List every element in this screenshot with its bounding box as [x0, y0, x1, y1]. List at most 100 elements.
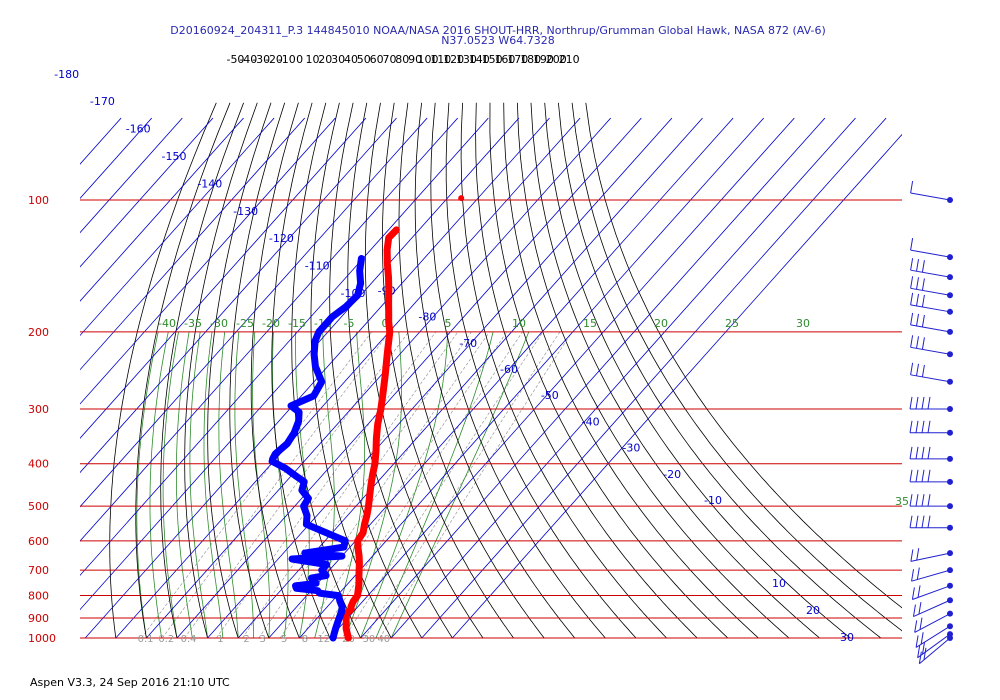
wind-barb-feather — [916, 567, 920, 580]
dry-adiabat-line — [364, 102, 484, 639]
mixing-ratio-label: 30 — [363, 634, 376, 645]
wind-barb-feather — [920, 632, 924, 645]
wind-barb-staff — [912, 585, 951, 600]
isotherm-line — [299, 117, 765, 639]
pressure-tick-label: 900 — [28, 612, 49, 625]
pressure-tick-label: 500 — [28, 500, 49, 513]
wind-barb-feather — [918, 601, 922, 615]
mixing-ratio-line — [319, 331, 523, 639]
adiabat-label: 0 — [382, 317, 389, 330]
isotherm-label: -50 — [541, 389, 559, 402]
top-temperature-tick-label: 160 — [494, 53, 515, 66]
mixing-ratio-label: 0.4 — [181, 634, 197, 645]
wind-barb-feather — [909, 446, 913, 459]
isotherm-label: -170 — [90, 95, 115, 108]
wind-barb-feather — [921, 446, 925, 459]
adiabat-label: 25 — [725, 317, 739, 330]
dry-adiabat-line — [184, 102, 258, 639]
pressure-tick-label: 400 — [28, 458, 49, 471]
isotherm-line — [80, 117, 489, 576]
dry-adiabat-line — [503, 102, 759, 639]
isotherm-line — [80, 117, 336, 405]
dry-adiabat-line — [229, 102, 286, 639]
wind-barb-feather — [927, 446, 931, 459]
wind-barb-feather — [916, 363, 920, 376]
top-temperature-tick-label: 110 — [430, 53, 451, 66]
top-temperature-tick-label: 150 — [482, 53, 503, 66]
pressure-tick-label: 100 — [28, 194, 49, 207]
isotherm-label: 30 — [840, 631, 854, 644]
isotherm-line — [80, 117, 520, 611]
moist-adiabat-line — [375, 331, 494, 639]
wind-barb-feather — [921, 515, 925, 528]
wind-barb-feather — [921, 260, 925, 273]
top-temperature-tick-label: 170 — [507, 53, 528, 66]
wind-barb-feather — [910, 180, 914, 194]
isotherm-line — [80, 117, 397, 474]
isotherm-line — [80, 117, 153, 199]
isotherm-label: 10 — [772, 577, 786, 590]
adiabat-label: -5 — [344, 317, 355, 330]
wind-barb-feather — [923, 647, 927, 660]
adiabat-label: 35 — [895, 495, 909, 508]
top-temperature-tick-label: 210 — [559, 53, 580, 66]
dry-adiabat-line — [347, 102, 453, 639]
top-temperature-tick-label: 60 — [370, 53, 384, 66]
wind-barb-feather — [911, 587, 915, 600]
wind-barb-feather — [921, 420, 925, 433]
wind-barb-staff — [910, 192, 951, 201]
wind-barb-feather — [909, 420, 913, 433]
pressure-tick-label: 600 — [28, 535, 49, 548]
wind-barb-feather — [916, 293, 920, 306]
isotherm-label: -180 — [54, 68, 79, 81]
wind-barb-staff — [910, 249, 951, 258]
wind-barb-feather — [916, 277, 920, 290]
wind-barb-feather — [910, 335, 914, 348]
wind-barb-feather — [909, 494, 913, 507]
dry-adiabat-line — [430, 102, 606, 639]
wind-barb-feather — [921, 294, 925, 308]
dry-adiabat-line — [517, 102, 790, 639]
isotherm-line — [421, 117, 887, 639]
wind-barb-feather — [927, 420, 931, 433]
adiabat-label: -15 — [288, 317, 306, 330]
wind-barb-feather — [921, 396, 925, 410]
footer-version: Aspen V3.3, 24 Sep 2016 21:10 UTC — [30, 676, 230, 689]
wind-barb-feather — [916, 313, 920, 327]
wind-barb-feather — [910, 312, 914, 325]
wind-barb-feather — [915, 469, 919, 482]
mixing-ratio-label: 0.2 — [158, 634, 174, 645]
wind-barb-feather — [909, 469, 913, 482]
wind-barb-feather — [927, 469, 931, 482]
mixing-ratio-label: 3 — [260, 634, 266, 645]
isotherm-line — [452, 133, 902, 639]
isotherm-line — [80, 117, 306, 371]
wind-barb-feather — [917, 585, 921, 598]
wind-barb-feather — [912, 604, 916, 617]
isotherm-line — [329, 117, 795, 639]
adiabat-label: 30 — [796, 317, 810, 330]
top-temperature-tick-label: 130 — [456, 53, 477, 66]
wind-barb-feather — [916, 336, 920, 349]
wind-barb-feather — [921, 337, 925, 350]
isotherm-label: -20 — [663, 468, 681, 481]
wind-barb-feather — [910, 549, 914, 562]
adiabat-label: 5 — [445, 317, 452, 330]
isotherm-line — [207, 117, 673, 639]
top-temperature-tick-label: -10 — [278, 53, 296, 66]
isotherm-line — [80, 117, 275, 337]
wind-barb-staff — [910, 287, 951, 296]
adiabat-label: 10 — [512, 317, 526, 330]
isotherm-line — [268, 117, 734, 639]
wind-barb-staff — [910, 374, 951, 383]
isotherm-line — [146, 117, 612, 639]
chart-subtitle: N37.0523 W64.7328 — [441, 34, 555, 47]
dry-adiabat-line — [271, 102, 331, 639]
isotherm-label: -30 — [622, 442, 640, 455]
top-temperature-tick-label: 0 — [296, 53, 303, 66]
mixing-ratio-label: 2 — [243, 634, 249, 645]
wind-barb-staff — [911, 569, 951, 582]
wind-barb-staff — [910, 269, 951, 278]
wind-barb-feather — [915, 635, 919, 648]
wind-barb-feather — [917, 645, 921, 658]
